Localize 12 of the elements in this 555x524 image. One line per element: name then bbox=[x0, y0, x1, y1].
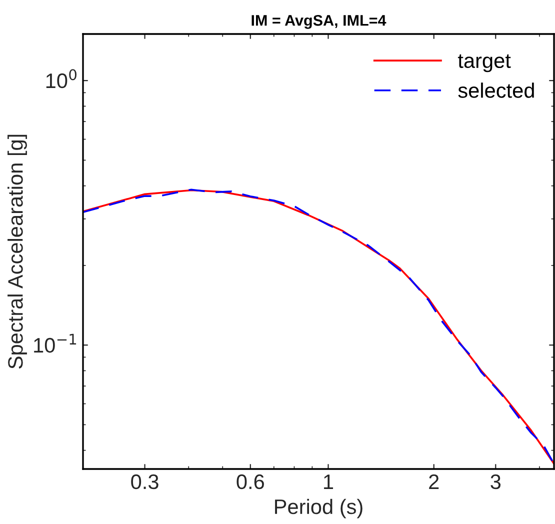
y-tick-label: 10$^{−1}$ bbox=[34, 334, 76, 353]
chart-title: IM = AvgSA, IML=4 bbox=[252, 15, 386, 29]
x-tick-label: 3 bbox=[490, 474, 501, 490]
x-axis-title: Period (s) bbox=[275, 498, 362, 518]
x-tick-label: 0.3 bbox=[131, 474, 158, 490]
x-tick-label: 2 bbox=[429, 474, 439, 489]
legend-label: target bbox=[458, 54, 511, 72]
x-tick-label: 1 bbox=[324, 474, 334, 489]
x-tick-label: 0.6 bbox=[236, 474, 264, 490]
y-tick-label: 10$^{0}$ bbox=[46, 69, 76, 88]
legend-label: selected bbox=[458, 82, 534, 98]
y-axis-title: Spectral Accelearation [g] bbox=[8, 134, 27, 369]
